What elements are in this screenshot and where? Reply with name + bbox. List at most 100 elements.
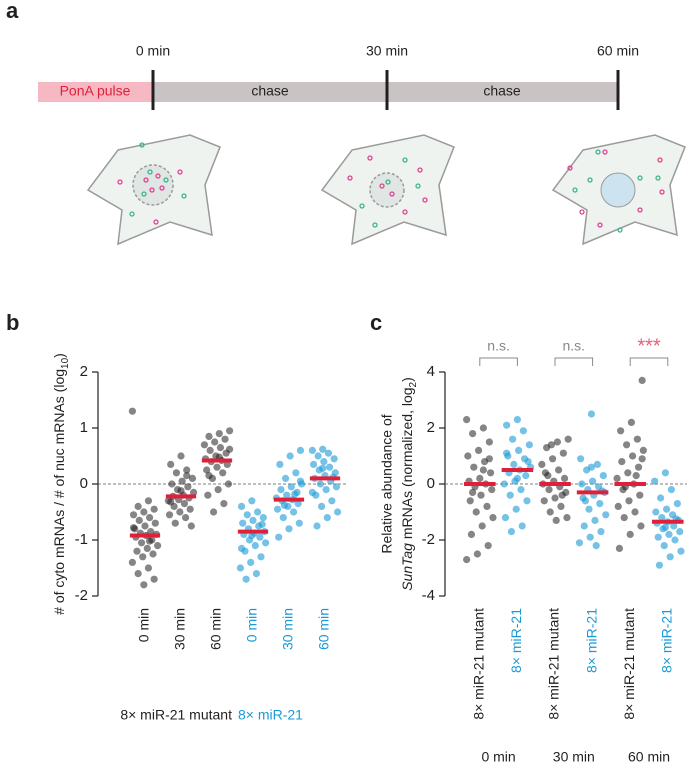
data-point — [654, 533, 662, 541]
data-point — [143, 544, 151, 553]
data-point — [239, 519, 247, 527]
data-point — [523, 497, 531, 505]
data-point — [330, 455, 338, 463]
data-point — [171, 519, 179, 527]
group-label: 8× miR-21 mutant — [120, 707, 232, 723]
pulse-bar — [38, 82, 153, 102]
x-tick-label: 60 min — [208, 608, 224, 650]
x-tick-label: 8× miR-21 mutant — [546, 608, 562, 720]
data-point — [292, 469, 300, 477]
data-point — [205, 432, 213, 440]
data-point — [313, 522, 321, 530]
data-point — [484, 542, 492, 550]
data-point — [464, 452, 472, 460]
data-point — [214, 486, 222, 494]
data-point — [188, 474, 197, 482]
data-point — [510, 460, 518, 468]
data-point — [183, 472, 191, 480]
y-axis-title: SunTag mRNAs (normalized, log2) — [399, 377, 419, 591]
data-point — [204, 491, 212, 499]
data-point — [589, 477, 597, 485]
data-point — [655, 561, 664, 569]
data-point — [466, 497, 474, 505]
data-point — [287, 483, 295, 491]
data-point — [165, 511, 174, 519]
x-group-label: 0 min — [481, 749, 515, 765]
data-point — [463, 556, 471, 564]
data-point — [275, 533, 283, 541]
data-point — [276, 460, 284, 468]
data-point — [557, 502, 565, 510]
y-tick-label: -2 — [75, 587, 88, 604]
data-point — [580, 522, 588, 530]
data-point — [560, 474, 569, 482]
data-point — [273, 505, 282, 513]
data-point — [167, 498, 175, 506]
data-point — [332, 483, 341, 491]
data-point — [177, 487, 185, 495]
time-label: 0 min — [136, 43, 170, 59]
data-point — [324, 449, 333, 457]
data-point — [673, 500, 681, 508]
data-point — [628, 452, 637, 460]
group-label: 8× miR-21 — [238, 707, 303, 723]
data-point — [309, 460, 318, 468]
data-point — [513, 474, 522, 482]
data-point — [221, 435, 229, 443]
x-tick-label: 0 min — [244, 608, 260, 642]
y-axis-title-text: mRNAs (normalized, log — [399, 387, 415, 543]
data-point — [638, 455, 646, 463]
data-point — [134, 502, 142, 510]
data-point — [216, 444, 225, 452]
x-group-label: 60 min — [628, 749, 670, 765]
data-point — [137, 539, 146, 547]
data-point — [220, 500, 228, 508]
data-point — [308, 446, 316, 454]
data-point — [280, 501, 289, 509]
data-point — [633, 435, 641, 443]
data-point — [150, 505, 158, 513]
data-point — [296, 446, 305, 454]
data-point — [587, 463, 596, 471]
data-point — [477, 491, 485, 499]
data-point — [636, 491, 644, 499]
data-point — [320, 458, 328, 466]
data-point — [473, 550, 482, 558]
y-axis-title: Relative abundance of — [379, 414, 395, 553]
data-point — [219, 469, 227, 477]
data-point — [257, 553, 265, 561]
x-tick-label: 60 min — [316, 608, 332, 650]
y-axis-title: # of cyto mRNAs / # of nuc mRNAs (log10) — [51, 353, 71, 615]
data-point — [638, 376, 646, 384]
y-tick-label: -4 — [422, 587, 435, 604]
bracket — [479, 357, 518, 366]
data-point — [226, 445, 234, 453]
y-axis-title-end: ) — [51, 353, 67, 358]
data-point — [289, 508, 298, 516]
data-point — [168, 480, 176, 488]
data-point — [176, 508, 184, 516]
data-point — [328, 497, 336, 505]
data-point — [472, 508, 480, 516]
data-point — [283, 491, 291, 499]
data-point — [469, 430, 477, 438]
data-point — [281, 474, 290, 482]
data-point — [259, 514, 267, 522]
data-point — [294, 500, 302, 508]
data-point — [525, 441, 533, 449]
data-point — [316, 480, 325, 488]
x-tick-label: 8× miR-21 mutant — [621, 608, 637, 720]
data-point — [248, 497, 256, 505]
data-point — [475, 446, 483, 454]
y-axis-title-italic: SunTag — [399, 543, 415, 591]
data-point — [613, 474, 621, 482]
y-axis-title-sub: 10 — [60, 357, 71, 369]
data-point — [489, 514, 497, 522]
y-tick-label: -2 — [422, 531, 435, 548]
data-point — [470, 463, 478, 471]
data-point — [478, 522, 486, 530]
data-point — [248, 531, 256, 540]
data-point — [512, 505, 520, 513]
annotation: n.s. — [563, 338, 586, 354]
data-point — [632, 472, 640, 480]
